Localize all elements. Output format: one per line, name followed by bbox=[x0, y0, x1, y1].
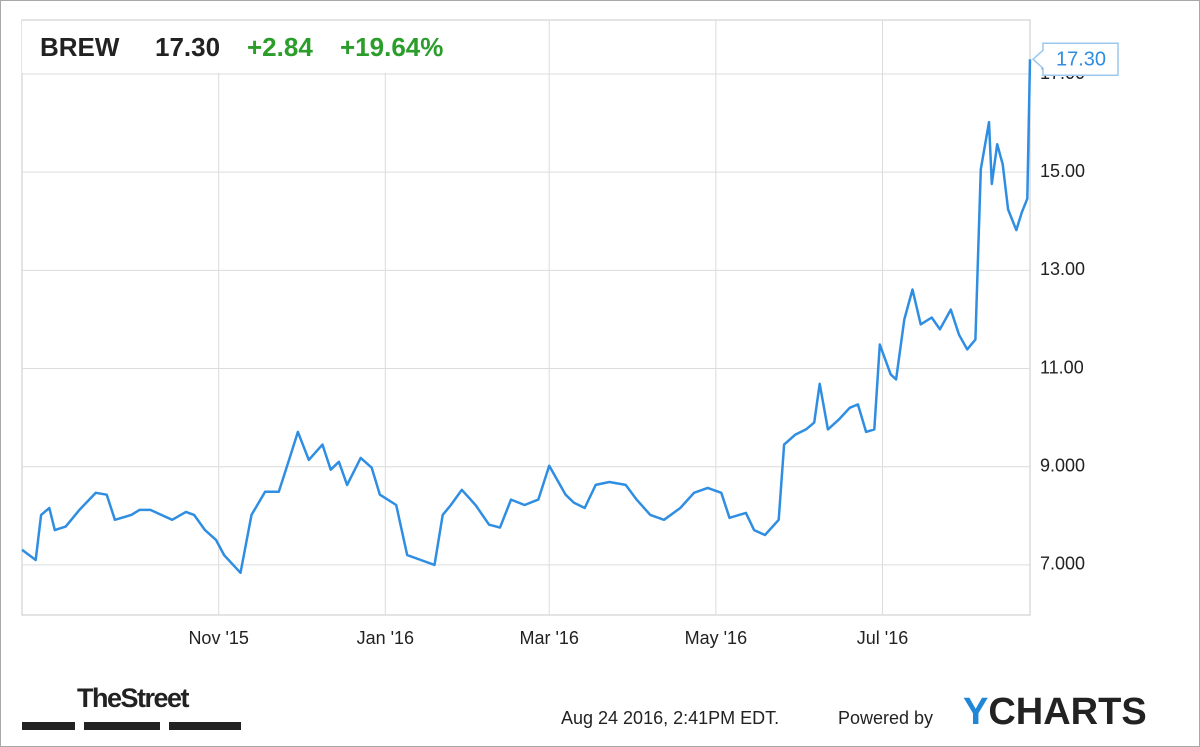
brand: YCHARTS bbox=[963, 691, 1147, 733]
price-line bbox=[21, 59, 1032, 575]
y-tick-label: 11.00 bbox=[1040, 357, 1084, 377]
ticker: BREW bbox=[40, 32, 120, 62]
change: +2.84 bbox=[247, 32, 313, 62]
y-tick-label: 13.00 bbox=[1040, 259, 1085, 279]
logo-bar bbox=[22, 722, 75, 730]
brand-y: Y bbox=[963, 691, 988, 733]
y-tick-label: 9.000 bbox=[1040, 455, 1085, 475]
powered-by: Powered by bbox=[838, 708, 933, 728]
source-logo: TheStreet bbox=[77, 683, 190, 713]
plot-area bbox=[21, 19, 1031, 616]
y-tick-label: 15.00 bbox=[1040, 161, 1085, 181]
grid bbox=[22, 20, 1030, 615]
logo-bar bbox=[169, 722, 241, 730]
header-box bbox=[22, 21, 483, 73]
change-pct: +19.64% bbox=[340, 32, 443, 62]
timestamp: Aug 24 2016, 2:41PM EDT. bbox=[561, 708, 779, 728]
logo-bar bbox=[84, 722, 160, 730]
last-value-label: 17.30 bbox=[1056, 49, 1106, 71]
x-tick-label: Nov '15 bbox=[188, 628, 248, 648]
lines bbox=[21, 59, 1032, 575]
x-tick-label: Mar '16 bbox=[519, 628, 578, 648]
x-tick-label: Jul '16 bbox=[857, 628, 908, 648]
last-value-callout bbox=[1031, 42, 1119, 77]
brand-rest: CHARTS bbox=[988, 691, 1146, 733]
x-tick-label: Jan '16 bbox=[357, 628, 414, 648]
x-tick-label: May '16 bbox=[685, 628, 747, 648]
price: 17.30 bbox=[155, 32, 220, 62]
y-tick-label: 7.000 bbox=[1040, 554, 1085, 574]
